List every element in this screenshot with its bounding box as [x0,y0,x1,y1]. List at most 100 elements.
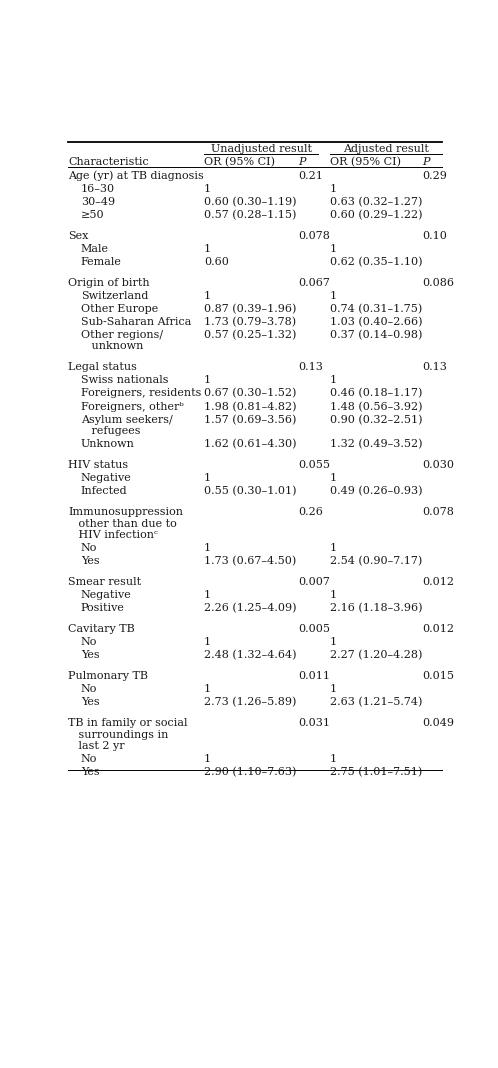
Text: Cavitary TB: Cavitary TB [68,624,135,634]
Text: 0.012: 0.012 [423,577,455,587]
Text: 1.73 (0.79–3.78): 1.73 (0.79–3.78) [204,317,296,327]
Text: Yes: Yes [81,767,100,778]
Text: Yes: Yes [81,697,100,707]
Text: Immunosuppression: Immunosuppression [68,507,183,517]
Text: 0.57 (0.25–1.32): 0.57 (0.25–1.32) [204,330,296,341]
Text: 0.055: 0.055 [299,460,331,470]
Text: Adjusted result: Adjusted result [343,144,429,155]
Text: 1.62 (0.61–4.30): 1.62 (0.61–4.30) [204,439,297,450]
Text: 0.078: 0.078 [299,231,331,240]
Text: 1: 1 [330,244,337,254]
Text: 1: 1 [204,754,211,765]
Text: 0.90 (0.32–2.51): 0.90 (0.32–2.51) [330,414,422,425]
Text: 0.015: 0.015 [423,671,455,681]
Text: 0.067: 0.067 [299,278,331,287]
Text: 0.049: 0.049 [423,718,455,728]
Text: TB in family or social: TB in family or social [68,718,188,728]
Text: 0.10: 0.10 [423,231,448,240]
Text: Asylum seekers/: Asylum seekers/ [81,414,173,425]
Text: other than due to: other than due to [68,519,177,529]
Text: 0.74 (0.31–1.75): 0.74 (0.31–1.75) [330,303,422,314]
Text: 0.60 (0.29–1.22): 0.60 (0.29–1.22) [330,209,422,220]
Text: 1: 1 [204,591,211,600]
Text: 1: 1 [330,473,337,483]
Text: last 2 yr: last 2 yr [68,741,125,751]
Text: 0.005: 0.005 [299,624,331,634]
Text: 0.26: 0.26 [299,507,324,517]
Text: No: No [81,754,97,765]
Text: surroundings in: surroundings in [68,729,169,739]
Text: Negative: Negative [81,591,131,600]
Text: 1: 1 [204,638,211,647]
Text: Sex: Sex [68,231,89,240]
Text: 1.73 (0.67–4.50): 1.73 (0.67–4.50) [204,556,296,567]
Text: 2.54 (0.90–7.17): 2.54 (0.90–7.17) [330,556,422,567]
Text: Unadjusted result: Unadjusted result [211,144,312,155]
Text: 1: 1 [330,754,337,765]
Text: 0.078: 0.078 [423,507,455,517]
Text: HIV infectionᶜ: HIV infectionᶜ [68,530,158,540]
Text: 0.13: 0.13 [423,362,448,373]
Text: 0.086: 0.086 [423,278,455,287]
Text: Swiss nationals: Swiss nationals [81,375,168,386]
Text: 0.63 (0.32–1.27): 0.63 (0.32–1.27) [330,197,422,207]
Text: Positive: Positive [81,603,124,613]
Text: 0.29: 0.29 [423,171,448,180]
Text: Yes: Yes [81,650,100,660]
Text: 1: 1 [204,244,211,254]
Text: 0.21: 0.21 [299,171,324,180]
Text: refugees: refugees [81,426,140,436]
Text: 1: 1 [330,544,337,553]
Text: Yes: Yes [81,556,100,566]
Text: Other regions/: Other regions/ [81,330,163,340]
Text: 0.37 (0.14–0.98): 0.37 (0.14–0.98) [330,330,422,341]
Text: 2.48 (1.32–4.64): 2.48 (1.32–4.64) [204,650,297,660]
Text: 1: 1 [330,685,337,694]
Text: 0.67 (0.30–1.52): 0.67 (0.30–1.52) [204,389,296,398]
Text: 0.60 (0.30–1.19): 0.60 (0.30–1.19) [204,197,297,207]
Text: No: No [81,638,97,647]
Text: 1.03 (0.40–2.66): 1.03 (0.40–2.66) [330,317,422,327]
Text: 0.012: 0.012 [423,624,455,634]
Text: 0.13: 0.13 [299,362,324,373]
Text: OR (95% CI): OR (95% CI) [330,157,400,167]
Text: Legal status: Legal status [68,362,137,373]
Text: 2.73 (1.26–5.89): 2.73 (1.26–5.89) [204,697,296,707]
Text: Characteristic: Characteristic [68,157,149,167]
Text: 1: 1 [204,375,211,386]
Text: 1: 1 [204,685,211,694]
Text: 2.16 (1.18–3.96): 2.16 (1.18–3.96) [330,603,422,613]
Text: 2.63 (1.21–5.74): 2.63 (1.21–5.74) [330,697,422,707]
Text: Female: Female [81,256,122,267]
Text: 30–49: 30–49 [81,197,115,207]
Text: 0.87 (0.39–1.96): 0.87 (0.39–1.96) [204,303,296,314]
Text: Infected: Infected [81,486,127,497]
Text: No: No [81,544,97,553]
Text: 1.32 (0.49–3.52): 1.32 (0.49–3.52) [330,439,422,450]
Text: Pulmonary TB: Pulmonary TB [68,671,148,681]
Text: Male: Male [81,244,109,254]
Text: 1.98 (0.81–4.82): 1.98 (0.81–4.82) [204,402,297,412]
Text: Foreigners, otherᵇ: Foreigners, otherᵇ [81,402,184,411]
Text: 1.57 (0.69–3.56): 1.57 (0.69–3.56) [204,414,296,425]
Text: 1: 1 [204,473,211,483]
Text: Smear result: Smear result [68,577,141,587]
Text: 0.55 (0.30–1.01): 0.55 (0.30–1.01) [204,486,297,497]
Text: P: P [423,157,430,167]
Text: 0.46 (0.18–1.17): 0.46 (0.18–1.17) [330,389,422,398]
Text: 1: 1 [330,375,337,386]
Text: Age (yr) at TB diagnosis: Age (yr) at TB diagnosis [68,171,204,182]
Text: Origin of birth: Origin of birth [68,278,150,287]
Text: 1: 1 [204,184,211,193]
Text: 1: 1 [330,591,337,600]
Text: unknown: unknown [81,342,143,351]
Text: 0.030: 0.030 [423,460,455,470]
Text: 1: 1 [204,290,211,300]
Text: 1: 1 [330,290,337,300]
Text: 0.007: 0.007 [299,577,331,587]
Text: No: No [81,685,97,694]
Text: 0.49 (0.26–0.93): 0.49 (0.26–0.93) [330,486,422,497]
Text: 0.011: 0.011 [299,671,331,681]
Text: 2.90 (1.10–7.63): 2.90 (1.10–7.63) [204,767,296,778]
Text: 2.26 (1.25–4.09): 2.26 (1.25–4.09) [204,603,297,613]
